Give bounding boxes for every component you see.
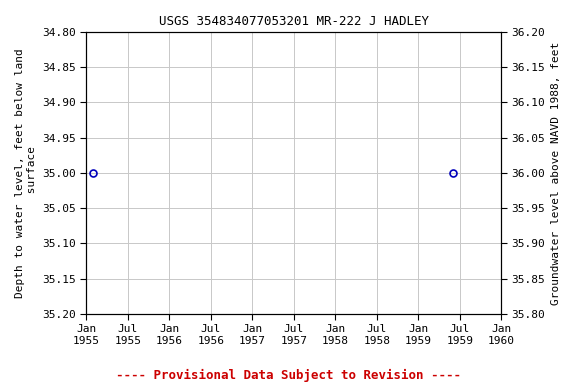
Title: USGS 354834077053201 MR-222 J HADLEY: USGS 354834077053201 MR-222 J HADLEY [159,15,429,28]
Text: ---- Provisional Data Subject to Revision ----: ---- Provisional Data Subject to Revisio… [116,369,460,382]
Y-axis label: Depth to water level, feet below land
 surface: Depth to water level, feet below land su… [15,48,37,298]
Y-axis label: Groundwater level above NAVD 1988, feet: Groundwater level above NAVD 1988, feet [551,41,561,305]
